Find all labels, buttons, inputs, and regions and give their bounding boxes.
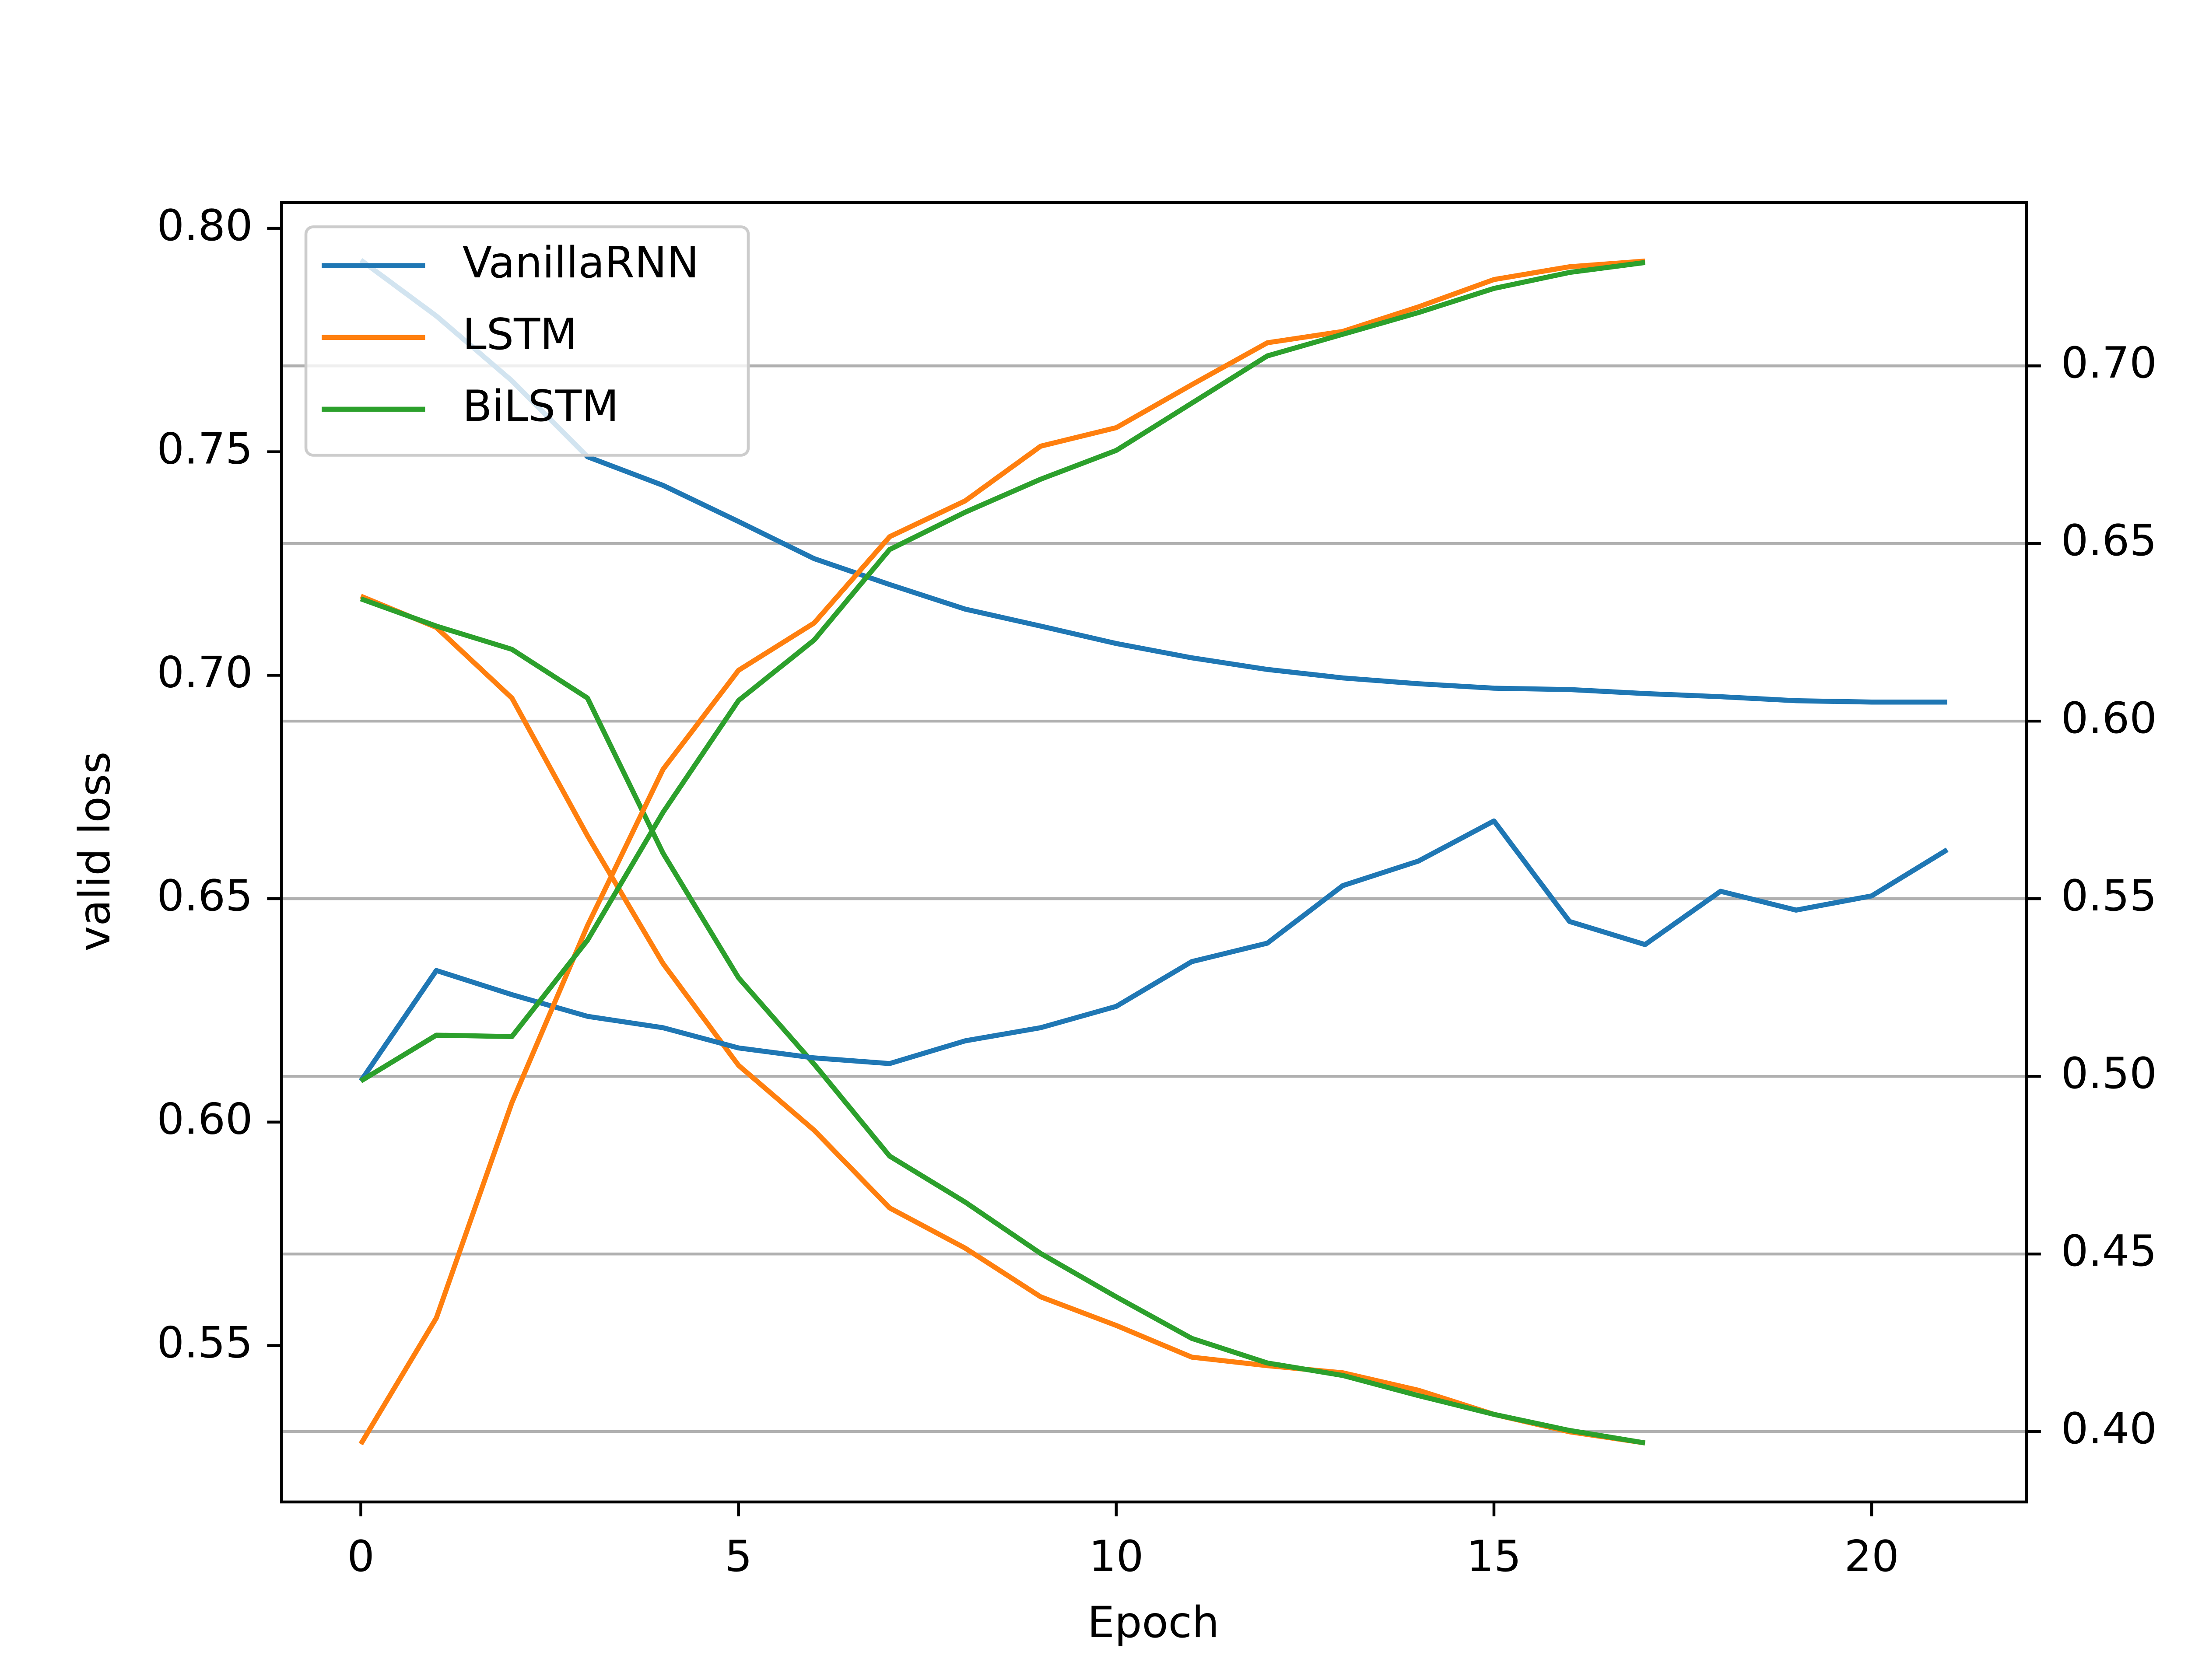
x-tick-label: 10 [1089,1532,1143,1582]
y2-tick-label: 0.55 [2061,871,2157,921]
legend-label: BiLSTM [463,382,619,431]
y2-axis-label: valid acc [2184,756,2188,947]
line-series [360,594,1646,1446]
y-axis-label: valid loss [70,752,120,952]
y-tick-label: 0.70 [157,648,252,697]
y2-tick-label: 0.45 [2061,1226,2157,1276]
y2-tick-label: 0.40 [2061,1404,2157,1454]
y-tick-label: 0.75 [157,424,252,474]
y2-tick-label: 0.50 [2061,1049,2157,1099]
legend-label: LSTM [463,310,577,360]
plot-area [358,258,1949,1446]
x-tick-label: 20 [1844,1532,1899,1582]
y2-tick-label: 0.70 [2061,338,2157,388]
legend-label: VanillaRNN [463,238,699,288]
x-tick-label: 0 [347,1532,375,1582]
y-tick-label: 0.60 [157,1095,252,1144]
y2-tick-label: 0.60 [2061,693,2157,743]
line-series [358,818,1949,1083]
x-tick-label: 5 [725,1532,752,1582]
grid [281,364,2027,1433]
line-series [359,258,1947,705]
axes-frame [280,201,2028,1504]
y-tick-label: 0.55 [157,1318,252,1368]
line-series [360,596,1646,1446]
x-axis-label: Epoch [1087,1598,1219,1648]
y-tick-label: 0.80 [157,201,252,251]
axes: 0 5 10 15 20 0.55 0.60 0.65 0.70 0.75 0.80 0.40 0.45… [157,201,2157,1582]
line-series [359,260,1645,1083]
legend-box [304,225,750,457]
y2-tick-label: 0.65 [2061,516,2157,566]
x-tick-label: 15 [1466,1532,1521,1582]
y-tick-label: 0.65 [157,871,252,921]
legend: VanillaRNN LSTM BiLSTM [304,225,750,457]
